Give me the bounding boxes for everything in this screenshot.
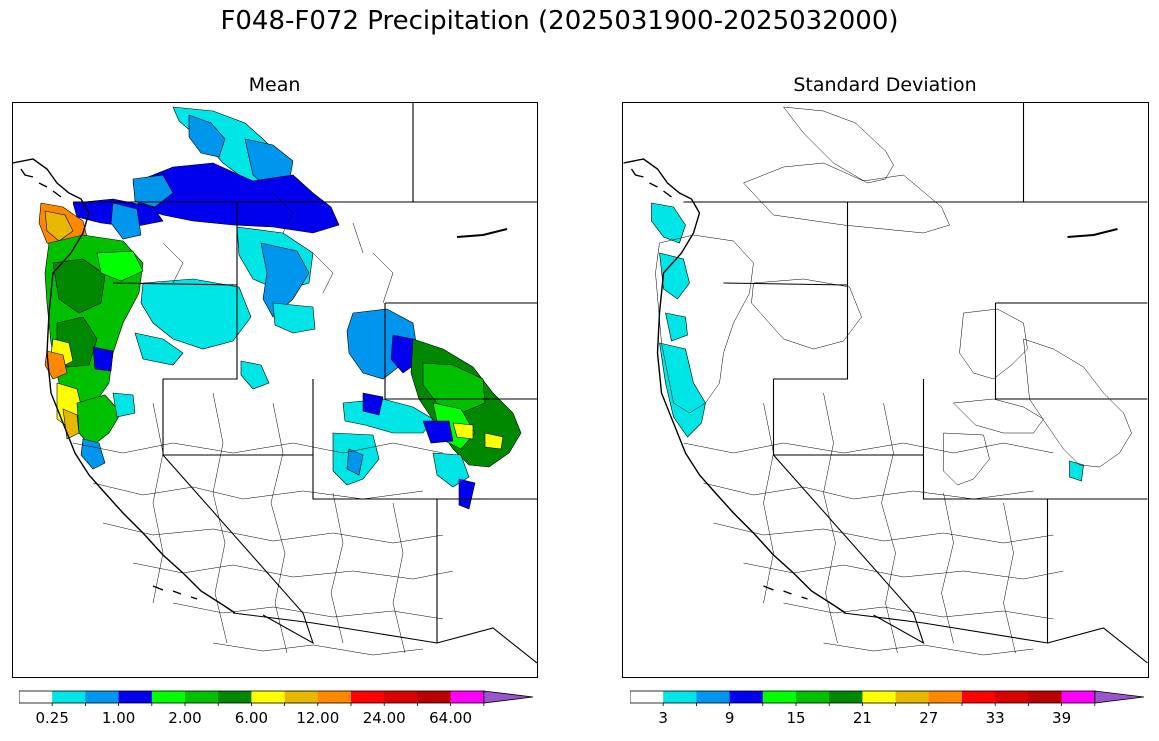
- basin-coast-lightblue: [110, 202, 142, 240]
- colorbar-segment: [85, 691, 120, 703]
- stddev-map-canvas: [623, 103, 1148, 664]
- colorbar-segment: [417, 691, 452, 703]
- basin-rockies-lightblue-b: [346, 448, 364, 476]
- stddev-panel-title: Standard Deviation: [793, 74, 977, 96]
- basin-rockies-green: [422, 362, 486, 414]
- colorbar-segment: [995, 691, 1029, 703]
- colorbar-segment: [796, 691, 830, 703]
- colorbar-segment: [284, 691, 319, 703]
- colorbar-segment: [52, 691, 86, 703]
- mean-basin-fills: [38, 106, 522, 510]
- colorbar-segment: [218, 691, 252, 703]
- colorbar-tick-label: 27: [919, 709, 939, 727]
- colorbar-tick-label: 21: [852, 709, 872, 727]
- basin-coast-darkgreen-a: [52, 258, 106, 314]
- basin-interior-cyan-d: [134, 332, 184, 366]
- stddev-basin-fills: [651, 202, 1084, 482]
- colorbar-tick-label: 24.00: [362, 709, 406, 727]
- colorbar-tick-label: 9: [724, 709, 735, 727]
- colorbar-tick-label: 2.00: [168, 709, 202, 727]
- basin-rockies-yellow-b: [484, 432, 504, 450]
- basin-interior-cyan-b: [140, 278, 252, 350]
- colorbar-tick-label: 12.00: [296, 709, 340, 727]
- basin-canada-lightblue-c: [132, 174, 174, 208]
- stddev-basin-outlines: [655, 106, 1132, 656]
- colorbar-segment: [384, 691, 418, 703]
- figure-title: F048-F072 Precipitation (2025031900-2025…: [220, 6, 899, 36]
- basin-rockies-yellow-a: [452, 422, 474, 440]
- stddev-colorbar: [630, 690, 1145, 706]
- colorbar-segment: [696, 691, 731, 703]
- colorbar-segment: [928, 691, 963, 703]
- basin-coast-orange-b: [44, 350, 68, 380]
- colorbar-segment: [251, 691, 286, 703]
- stddev-political-borders: [683, 103, 1148, 664]
- colorbar-segment: [729, 691, 764, 703]
- colorbar-segment: [962, 691, 996, 703]
- colorbar-tick-label: 3: [658, 709, 668, 727]
- colorbar-tick-label: 15: [786, 709, 806, 727]
- mean-map[interactable]: [12, 102, 538, 678]
- colorbar-segment: [663, 691, 697, 703]
- colorbar-tick-label: 6.00: [234, 709, 269, 727]
- stddev-coast-cyan-a: [651, 202, 686, 244]
- basin-coast-blue: [92, 346, 114, 372]
- basin-snake-cyan: [240, 360, 270, 390]
- colorbar-segment: [862, 691, 897, 703]
- basin-rockies-blue-d: [458, 478, 476, 510]
- colorbar-tick-label: 1.00: [101, 709, 136, 727]
- colorbar-tick-label: 0.25: [35, 709, 69, 727]
- basin-coast-gold: [44, 210, 74, 242]
- colorbar-segment: [630, 691, 664, 703]
- colorbar-segment: [1061, 691, 1096, 703]
- stddev-coast-cyan-d: [659, 342, 706, 438]
- basin-rockies-blue-b: [362, 392, 384, 416]
- colorbar-segment: [151, 691, 186, 703]
- mean-panel-title: Mean: [248, 74, 301, 96]
- mean-political-borders: [73, 103, 537, 664]
- colorbar-extend-arrow: [483, 690, 534, 704]
- colorbar-segment: [317, 691, 352, 703]
- basin-rockies-blue-c: [422, 420, 454, 444]
- stddev-coastline: [623, 158, 1118, 614]
- basin-interior-cyan-c: [272, 302, 316, 334]
- basin-coast-cyan: [112, 392, 136, 418]
- colorbar-extend-arrow: [1094, 690, 1145, 704]
- stddev-interior-cyan: [1069, 460, 1084, 482]
- mean-coastline: [13, 158, 508, 614]
- stddev-coast-cyan-c: [665, 312, 688, 342]
- basin-canada-blue-a: [132, 162, 340, 234]
- basin-canada-lightblue-a: [188, 114, 226, 158]
- basin-rockies-blue-a: [390, 334, 418, 374]
- colorbar-segment: [185, 691, 219, 703]
- mean-colorbar: [19, 690, 534, 706]
- basin-rockies-cyan-a: [342, 398, 434, 434]
- colorbar-segment: [829, 691, 863, 703]
- colorbar-segment: [1028, 691, 1063, 703]
- colorbar-segment: [762, 691, 797, 703]
- basin-coast-green-b: [76, 394, 122, 448]
- colorbar-segment: [895, 691, 930, 703]
- colorbar-tick-label: 33: [985, 709, 1005, 727]
- colorbar-tick-label: 39: [1052, 709, 1072, 727]
- stddev-map[interactable]: [622, 102, 1149, 678]
- basin-coast-lime: [96, 250, 144, 282]
- basin-coast-lightblue-b: [80, 438, 106, 470]
- colorbar-segment: [19, 691, 53, 703]
- colorbar-tick-label: 64.00: [429, 709, 473, 727]
- colorbar-segment: [450, 691, 485, 703]
- colorbar-segment: [351, 691, 385, 703]
- mean-map-canvas: [13, 103, 537, 664]
- colorbar-segment: [118, 691, 153, 703]
